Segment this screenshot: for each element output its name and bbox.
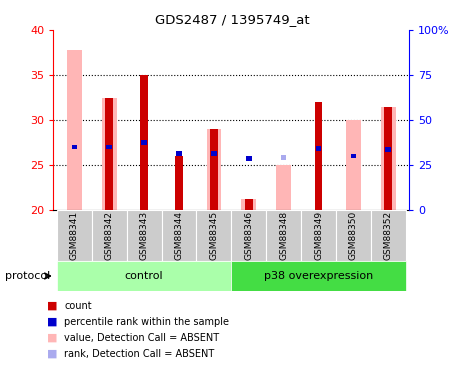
Text: protocol: protocol	[5, 272, 50, 281]
Bar	[246, 156, 252, 161]
Bar	[211, 151, 217, 156]
Bar	[106, 98, 113, 210]
Bar	[72, 144, 77, 150]
Bar	[336, 210, 371, 261]
Bar	[106, 144, 112, 150]
Bar	[371, 210, 405, 261]
Bar	[126, 210, 162, 261]
Bar	[316, 146, 321, 151]
Text: ■: ■	[46, 333, 57, 343]
Bar	[276, 165, 291, 210]
Bar	[196, 210, 232, 261]
Bar	[346, 120, 361, 210]
Bar	[92, 210, 126, 261]
Bar	[162, 210, 196, 261]
Text: rank, Detection Call = ABSENT: rank, Detection Call = ABSENT	[64, 349, 214, 359]
Text: GSM88349: GSM88349	[314, 211, 323, 260]
Bar	[241, 199, 256, 210]
Bar	[351, 153, 356, 159]
Bar	[266, 210, 301, 261]
Bar	[245, 199, 252, 210]
Text: percentile rank within the sample: percentile rank within the sample	[64, 317, 229, 327]
Text: ■: ■	[46, 349, 57, 359]
Bar	[385, 147, 391, 152]
Bar	[140, 75, 148, 210]
Text: GSM88341: GSM88341	[70, 211, 79, 260]
Bar	[281, 155, 286, 160]
Text: GSM88346: GSM88346	[244, 211, 253, 260]
Text: GDS2487 / 1395749_at: GDS2487 / 1395749_at	[155, 13, 310, 26]
Bar	[141, 140, 147, 145]
Bar	[232, 210, 266, 261]
Bar	[67, 50, 82, 210]
Text: GSM88350: GSM88350	[349, 211, 358, 260]
Text: p38 overexpression: p38 overexpression	[264, 271, 373, 280]
Bar	[210, 129, 218, 210]
Text: GSM88343: GSM88343	[140, 211, 149, 260]
Bar	[385, 106, 392, 210]
Bar	[57, 261, 232, 291]
Text: GSM88342: GSM88342	[105, 211, 114, 260]
Text: control: control	[125, 271, 164, 280]
Bar	[301, 210, 336, 261]
Text: GSM88345: GSM88345	[209, 211, 219, 260]
Bar	[175, 156, 183, 210]
Text: GSM88352: GSM88352	[384, 211, 393, 260]
Text: GSM88348: GSM88348	[279, 211, 288, 260]
Text: count: count	[64, 301, 92, 310]
Text: value, Detection Call = ABSENT: value, Detection Call = ABSENT	[64, 333, 219, 343]
Bar	[232, 261, 405, 291]
Text: ■: ■	[46, 301, 57, 310]
Bar	[57, 210, 92, 261]
Bar	[102, 98, 117, 210]
Bar	[206, 129, 221, 210]
Text: ■: ■	[46, 317, 57, 327]
Bar	[381, 106, 396, 210]
Bar	[176, 151, 182, 156]
Bar	[315, 102, 322, 210]
Text: GSM88344: GSM88344	[174, 211, 184, 260]
